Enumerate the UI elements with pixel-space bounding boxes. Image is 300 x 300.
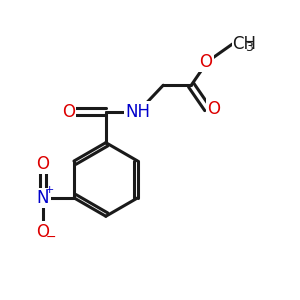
Text: +: + bbox=[45, 185, 54, 196]
Text: O: O bbox=[37, 223, 50, 241]
Text: 3: 3 bbox=[245, 41, 253, 54]
Text: N: N bbox=[37, 189, 49, 207]
Text: O: O bbox=[207, 100, 220, 118]
Text: −: − bbox=[46, 230, 56, 244]
Text: O: O bbox=[200, 53, 212, 71]
Text: CH: CH bbox=[232, 35, 256, 53]
Text: O: O bbox=[37, 155, 50, 173]
Text: O: O bbox=[62, 103, 75, 121]
Text: NH: NH bbox=[126, 103, 151, 121]
